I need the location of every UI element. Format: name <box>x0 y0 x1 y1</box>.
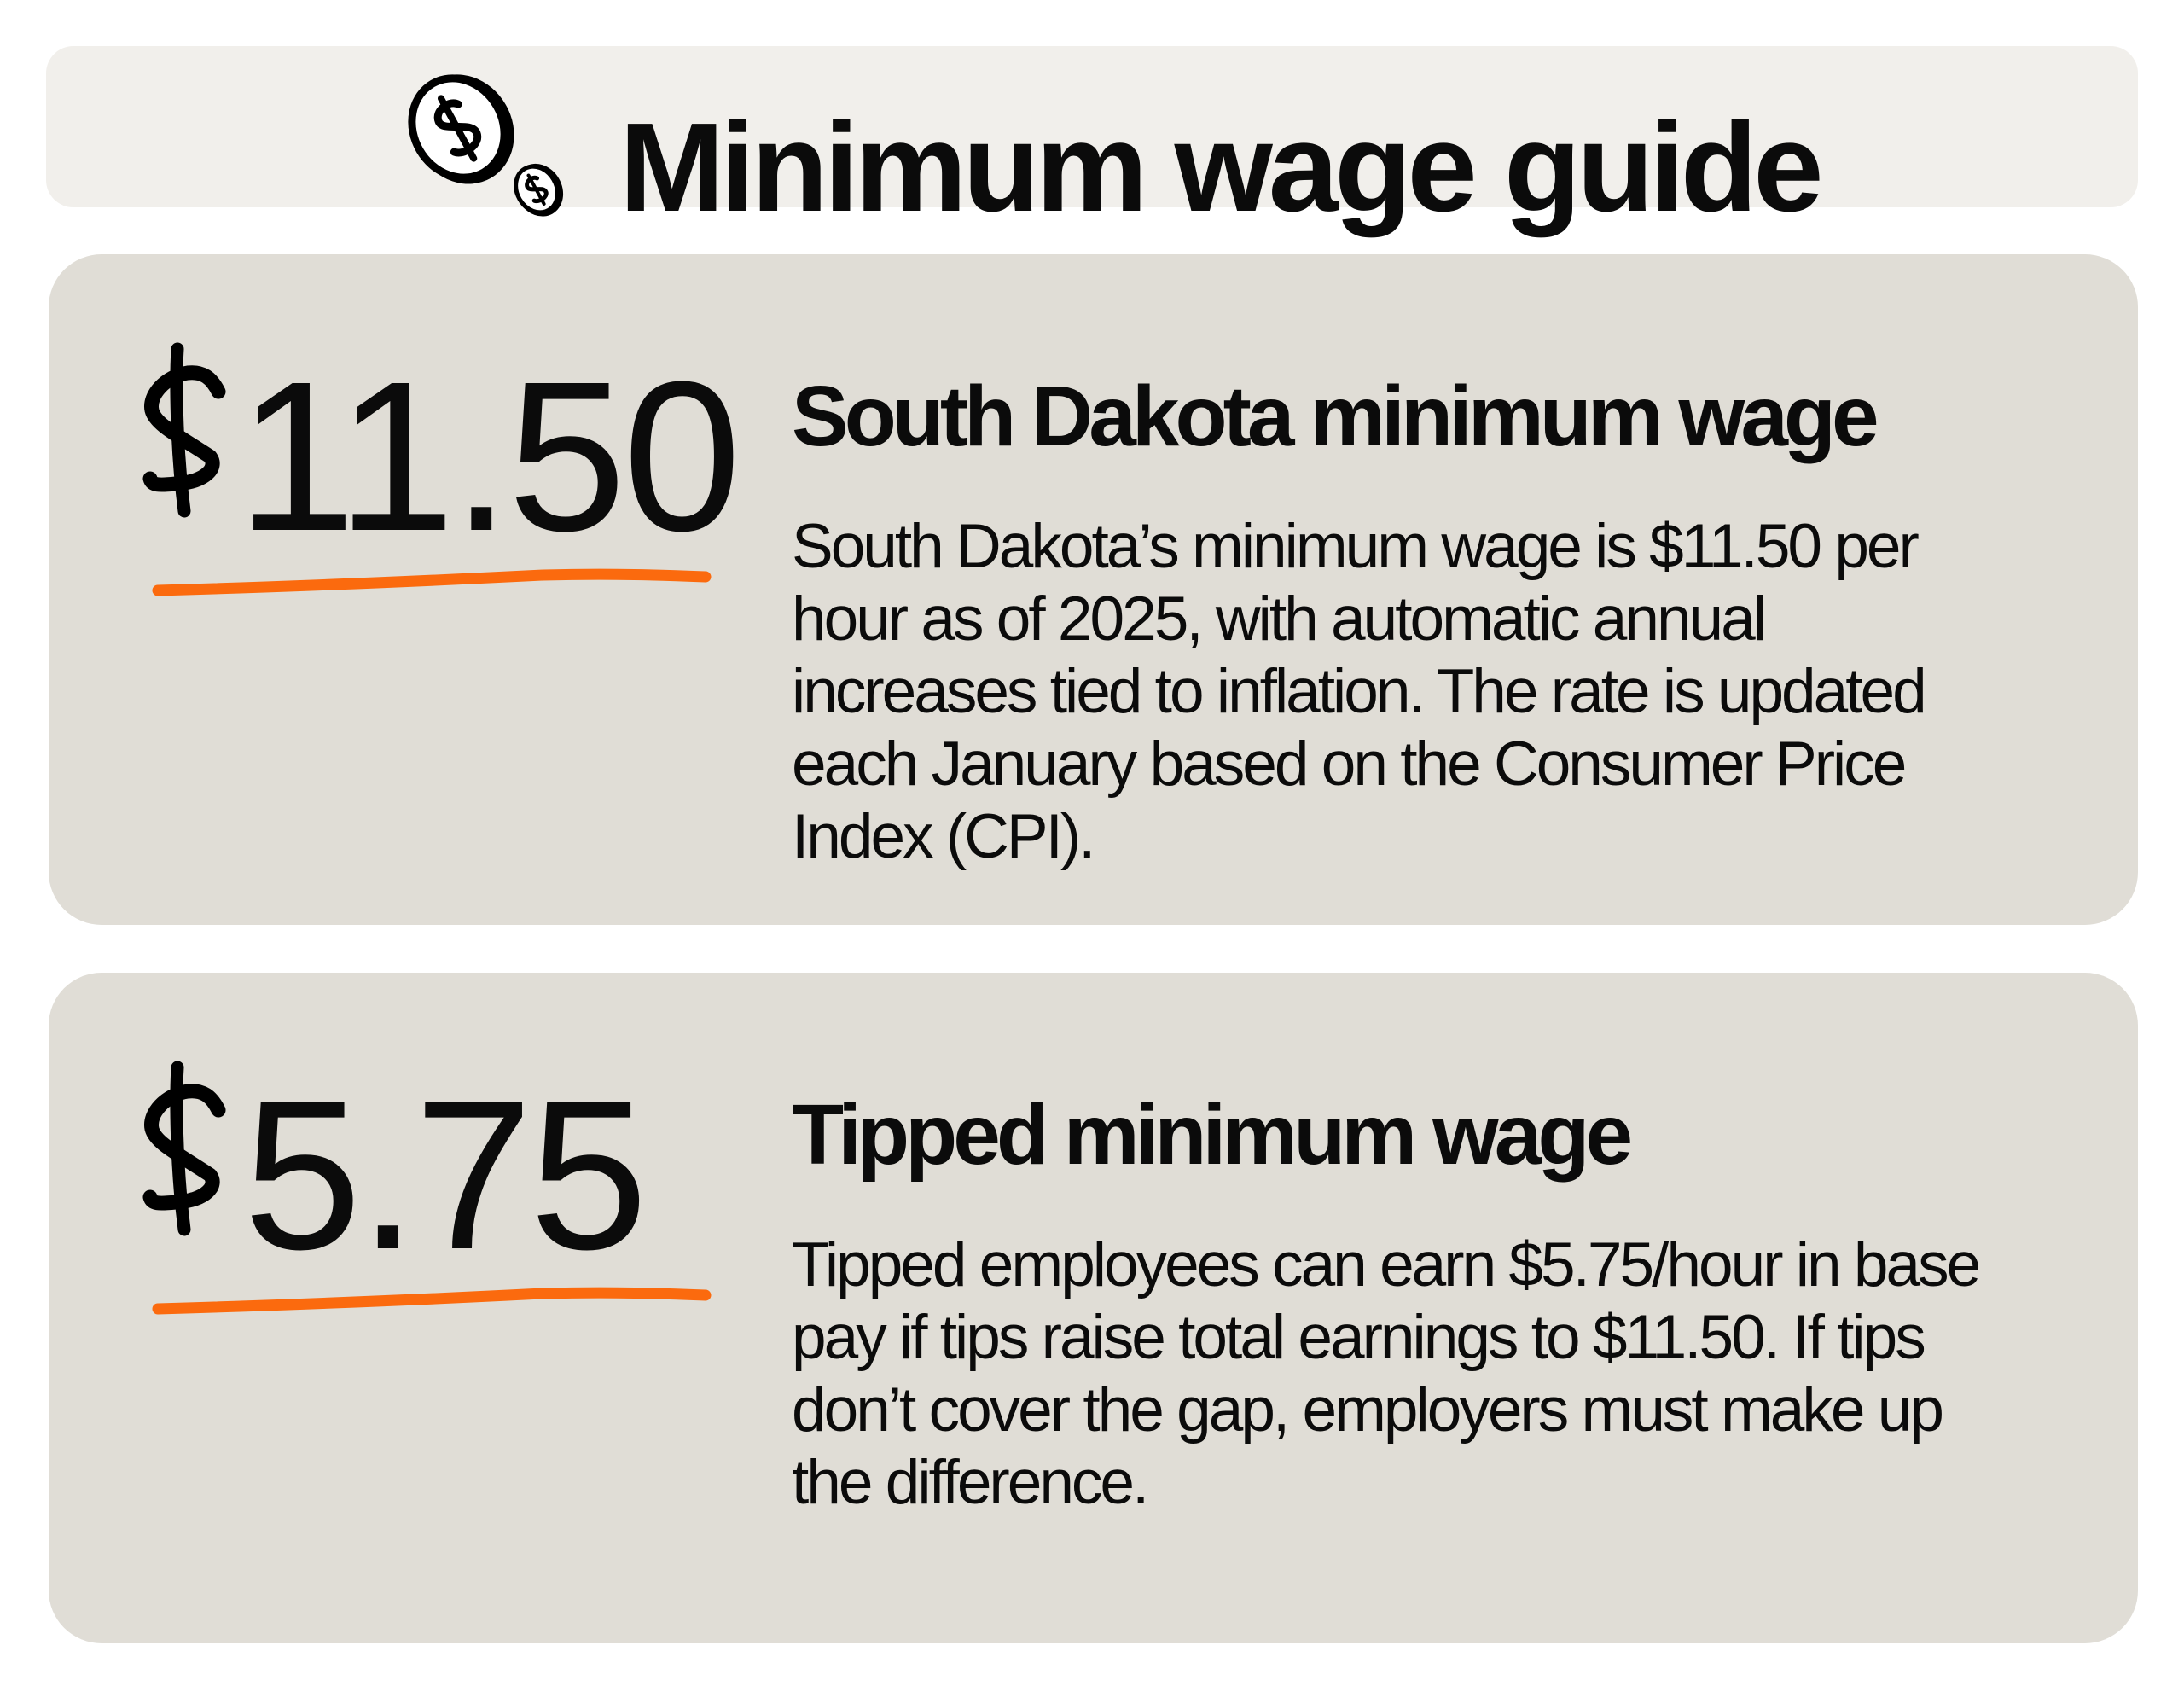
description-line: the difference. <box>792 1448 1149 1517</box>
tipped-wage-amount: 5.75 <box>243 1055 648 1294</box>
description-line: pay if tips raise total earnings to $11.… <box>792 1303 1926 1372</box>
card-heading: South Dakota minimum wage <box>792 369 1879 464</box>
description-line: Index (CPI). <box>792 802 1095 871</box>
card-description: Tipped employees can earn $5.75/hour in … <box>792 1229 1981 1519</box>
underline-accent <box>152 1287 712 1315</box>
underline-accent <box>152 568 712 596</box>
description-line: South Dakota’s minimum wage is $11.50 pe… <box>792 512 1920 581</box>
tipped-wage-card: 5.75 Tipped minimum wage Tipped employee… <box>49 973 2138 1643</box>
description-line: each January based on the Consumer Price <box>792 730 1907 799</box>
minimum-wage-card: 11.50 South Dakota minimum wage South Da… <box>49 254 2138 925</box>
description-line: hour as of 2025, with automatic annual <box>792 584 1767 654</box>
dollar-sign-icon <box>142 342 226 518</box>
page-title: Minimum wage guide <box>619 97 1824 238</box>
card-description: South Dakota’s minimum wage is $11.50 pe… <box>792 510 1927 873</box>
header-bar: Minimum wage guide <box>46 46 2138 238</box>
description-line: Tipped employees can earn $5.75/hour in … <box>792 1230 1981 1299</box>
card-heading: Tipped minimum wage <box>792 1087 1633 1183</box>
dollar-coins-icon <box>408 74 564 217</box>
minimum-wage-amount: 11.50 <box>237 337 741 575</box>
description-line: increases tied to inflation. The rate is… <box>792 657 1927 726</box>
dollar-sign-icon <box>142 1061 226 1236</box>
description-line: don’t cover the gap, employers must make… <box>792 1375 1944 1445</box>
